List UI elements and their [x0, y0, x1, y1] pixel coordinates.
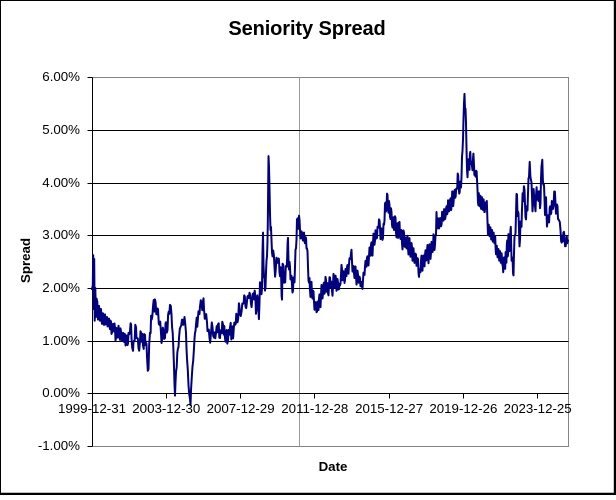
svg-text:Spread: Spread — [18, 238, 33, 283]
svg-text:2023-12-25: 2023-12-25 — [504, 401, 572, 416]
svg-text:2003-12-30: 2003-12-30 — [132, 401, 200, 416]
svg-text:2.00%: 2.00% — [42, 280, 80, 295]
svg-text:4.00%: 4.00% — [42, 175, 80, 190]
svg-text:0.00%: 0.00% — [42, 385, 80, 400]
svg-text:3.00%: 3.00% — [42, 227, 80, 242]
svg-text:1999-12-31: 1999-12-31 — [58, 401, 126, 416]
svg-text:2015-12-27: 2015-12-27 — [355, 401, 423, 416]
svg-text:2011-12-28: 2011-12-28 — [281, 401, 348, 416]
svg-text:-1.00%: -1.00% — [38, 438, 80, 453]
svg-text:Seniority Spread: Seniority Spread — [228, 18, 385, 40]
svg-text:2007-12-29: 2007-12-29 — [207, 401, 275, 416]
svg-text:1.00%: 1.00% — [42, 333, 80, 348]
svg-text:2019-12-26: 2019-12-26 — [429, 401, 497, 416]
svg-text:5.00%: 5.00% — [42, 122, 80, 137]
svg-text:Date: Date — [319, 459, 348, 474]
svg-text:6.00%: 6.00% — [42, 69, 80, 84]
